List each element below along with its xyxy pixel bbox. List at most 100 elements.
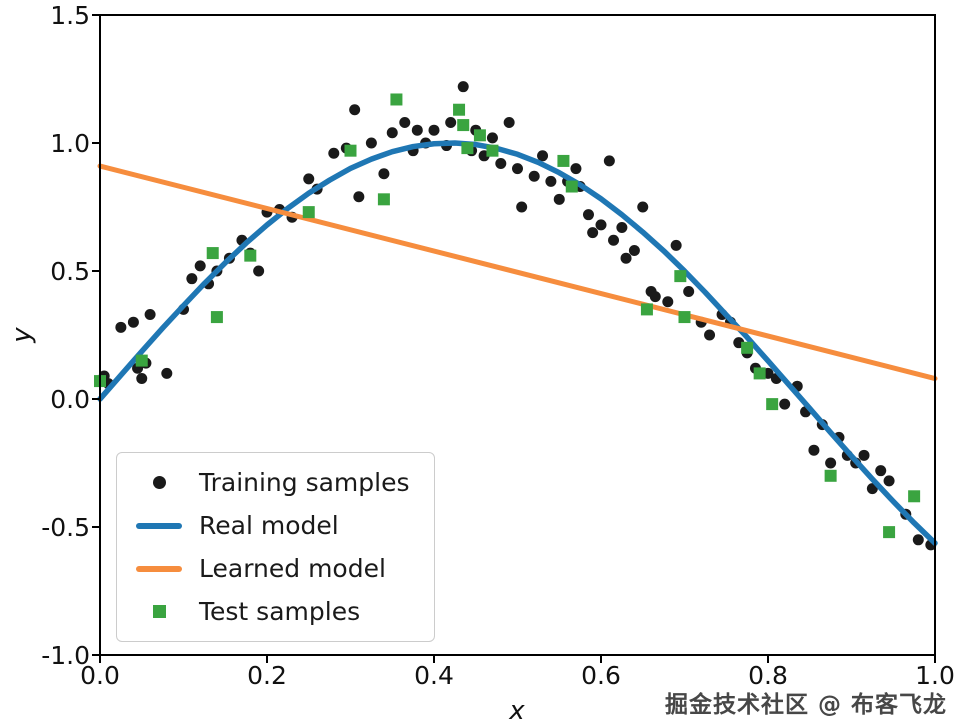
training-samples-point <box>608 234 620 246</box>
x-tick-label: 0.6 <box>581 661 621 690</box>
x-tick-label: 0.0 <box>80 661 120 690</box>
training-samples-point <box>144 309 156 321</box>
test-samples-point <box>457 119 470 132</box>
test-samples-point <box>741 341 754 354</box>
legend-item-training-samples: Training samples <box>131 461 410 504</box>
training-samples-point <box>349 104 361 116</box>
legend-item-real-model: Real model <box>131 504 410 547</box>
training-samples-point <box>115 321 127 333</box>
training-samples-point <box>186 273 198 285</box>
training-samples-point <box>253 265 265 277</box>
training-samples-point <box>411 124 423 136</box>
training-samples-point <box>553 193 565 205</box>
legend-item-test-samples: Test samples <box>131 590 410 633</box>
legend: Training samples Real model Learned mode… <box>116 452 435 642</box>
training-samples-point <box>912 534 924 546</box>
training-samples-point <box>503 117 515 129</box>
training-samples-point <box>353 191 365 203</box>
training-samples-point <box>662 296 674 308</box>
axes-frame <box>99 14 936 656</box>
training-samples-point <box>303 173 315 185</box>
training-samples-point <box>875 465 887 477</box>
training-samples-point <box>127 316 139 328</box>
training-samples-point <box>328 147 340 159</box>
training-samples-point <box>537 150 549 162</box>
training-samples-point <box>628 245 640 257</box>
test-samples-point <box>753 367 766 380</box>
training-samples-point <box>445 117 457 129</box>
legend-label-real-model: Real model <box>199 511 339 540</box>
test-samples-point <box>206 247 219 260</box>
test-samples-point <box>640 303 653 316</box>
training-samples-point <box>616 221 628 233</box>
x-tick-label: 1.0 <box>915 661 955 690</box>
training-samples-point <box>545 175 557 187</box>
training-samples-point <box>495 157 507 169</box>
test-samples-point <box>344 144 357 157</box>
test-samples-point <box>674 270 687 283</box>
training-samples-point <box>704 329 716 341</box>
test-samples-point <box>678 311 691 324</box>
learned-model-line <box>97 163 938 382</box>
real-model-line-icon <box>136 522 182 529</box>
training-samples-point <box>486 132 498 144</box>
test-samples-point <box>210 311 223 324</box>
test-samples-point <box>390 93 403 106</box>
training-samples-point <box>516 201 528 213</box>
x-axis-label: x <box>508 696 525 726</box>
training-samples-point <box>683 285 695 297</box>
y-tick-labels: -1.0 -0.5 0.0 0.5 1.0 1.5 <box>41 1 90 670</box>
legend-item-learned-model: Learned model <box>131 547 410 590</box>
x-tick-label: 0.4 <box>414 661 454 690</box>
test-samples-point <box>565 180 578 193</box>
test-samples-point <box>302 206 315 219</box>
training-samples-point <box>399 117 411 129</box>
training-samples-point <box>582 209 594 221</box>
test-samples-point <box>244 249 257 262</box>
test-samples-point <box>377 193 390 206</box>
x-tick-label: 0.2 <box>247 661 287 690</box>
test-samples-point <box>824 469 837 482</box>
test-samples-point <box>135 354 148 367</box>
training-samples-point <box>587 227 599 239</box>
learned-model-line-icon <box>136 565 182 572</box>
y-axis-label: y <box>7 327 37 344</box>
test-samples-marker-icon <box>152 605 166 618</box>
training-samples-point <box>378 168 390 180</box>
training-samples-point <box>637 201 649 213</box>
training-samples-point <box>570 163 582 175</box>
axis-ticks <box>92 14 936 663</box>
training-samples-point <box>194 260 206 272</box>
training-samples-point <box>528 170 540 182</box>
training-samples-point <box>457 81 469 93</box>
test-samples-point <box>453 103 466 116</box>
watermark: 掘金技术社区 @ 布客飞龙 <box>664 692 947 718</box>
training-samples-point <box>670 239 682 251</box>
test-samples-point <box>473 129 486 142</box>
training-samples-point <box>858 449 870 461</box>
plot-content <box>94 81 938 551</box>
training-samples-point <box>386 127 398 139</box>
x-tick-label: 0.8 <box>748 661 788 690</box>
legend-label-learned-model: Learned model <box>199 554 386 583</box>
training-samples-point <box>825 457 837 469</box>
training-samples-point <box>603 155 615 167</box>
real-model-line <box>97 140 938 546</box>
training-samples-point <box>779 398 791 410</box>
test-samples-point <box>486 144 499 157</box>
training-samples-point <box>883 475 895 487</box>
training-samples-point <box>620 252 632 264</box>
training-samples-point <box>136 373 148 385</box>
training-samples-point <box>808 444 820 456</box>
training-samples-point <box>428 124 440 136</box>
y-tick-label: 0.0 <box>50 385 90 414</box>
training-samples-point <box>595 219 607 231</box>
y-tick-label: -1.0 <box>41 641 90 670</box>
test-samples-point <box>557 154 570 167</box>
training-samples-point <box>161 367 173 379</box>
training-samples-point <box>649 291 661 303</box>
legend-label-training-samples: Training samples <box>199 468 410 497</box>
y-tick-label: 1.0 <box>50 129 90 158</box>
